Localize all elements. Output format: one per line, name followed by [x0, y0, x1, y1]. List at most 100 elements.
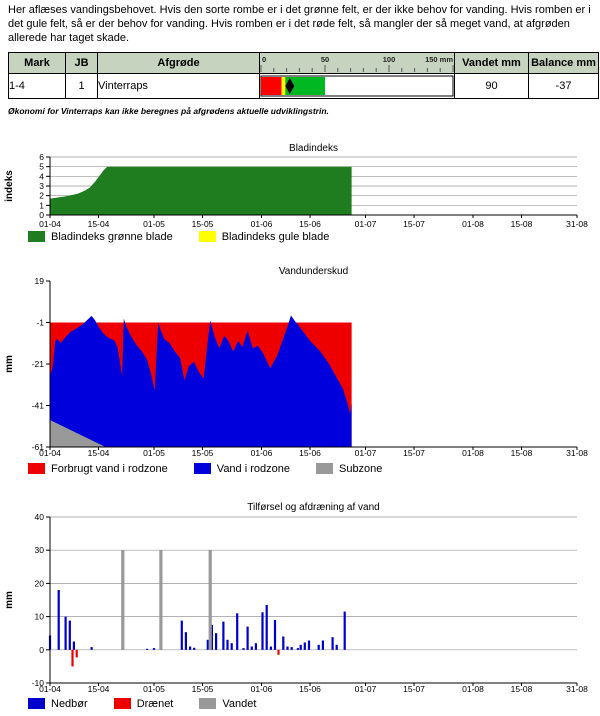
svg-text:-41: -41: [32, 401, 45, 411]
svg-text:30: 30: [35, 545, 45, 555]
svg-text:31-08: 31-08: [566, 448, 588, 458]
svg-text:3: 3: [39, 181, 44, 191]
table-header-row: Mark JB Afgrøde 0 50 100 150 mm Vandet mm B…: [8, 52, 599, 74]
blue-swatch: [193, 463, 211, 474]
svg-text:Vandunderskud: Vandunderskud: [279, 266, 348, 277]
blue-swatch: [28, 698, 45, 709]
legend-label: Drænet: [136, 697, 174, 710]
red-swatch: [113, 698, 131, 709]
svg-text:01-05: 01-05: [143, 219, 165, 229]
legend-item: Nedbør: [28, 698, 88, 710]
svg-text:15-05: 15-05: [192, 448, 214, 458]
svg-text:5: 5: [39, 162, 44, 172]
svg-text:mm: mm: [4, 355, 15, 373]
svg-text:15-04: 15-04: [88, 219, 110, 229]
table-row: 1-4 1 Vinterraps 90 -37: [8, 73, 599, 99]
red-swatch: [28, 463, 45, 474]
svg-text:01-06: 01-06: [251, 219, 273, 229]
svg-text:15-06: 15-06: [299, 219, 321, 229]
svg-text:01-08: 01-08: [462, 684, 484, 694]
svg-text:15-07: 15-07: [403, 684, 425, 694]
col-header-mark: Mark: [8, 52, 66, 74]
col-header-balance: Balance mm: [528, 52, 599, 74]
legend-item: Drænet: [113, 697, 174, 710]
svg-text:01-06: 01-06: [251, 448, 273, 458]
svg-text:19: 19: [35, 276, 45, 286]
gray-swatch: [199, 698, 217, 709]
legend-item: Forbrugt vand i rodzone: [28, 463, 168, 475]
legend-item: Vandet: [199, 698, 256, 710]
legend-item: Vand i rodzone: [193, 463, 290, 475]
svg-text:100: 100: [383, 55, 396, 64]
svg-text:15-07: 15-07: [403, 219, 425, 229]
svg-text:01-05: 01-05: [143, 448, 165, 458]
mm-scale-ruler: 0 50 100 150 mm: [260, 55, 454, 72]
svg-text:0: 0: [39, 210, 44, 220]
svg-text:-1: -1: [36, 318, 44, 328]
water-need-indicator-bar: [260, 75, 454, 97]
svg-text:31-08: 31-08: [566, 684, 588, 694]
svg-text:Tilførsel og afdræning af vand: Tilførsel og afdræning af vand: [247, 502, 379, 513]
svg-text:01-04: 01-04: [39, 684, 61, 694]
chart-tilfoersel: Tilførsel og afdræning af vand mm 40 30 20 10…: [4, 502, 588, 694]
svg-text:01-07: 01-07: [355, 684, 377, 694]
legend-label: Subzone: [338, 462, 383, 475]
cell-mark: 1-4: [8, 73, 66, 99]
svg-text:15-05: 15-05: [192, 684, 214, 694]
legend-label: Bladindeks gule blade: [221, 230, 330, 243]
svg-text:10: 10: [35, 612, 45, 622]
cell-water-indicator: [259, 73, 455, 99]
svg-text:-10: -10: [32, 678, 45, 688]
svg-text:15-06: 15-06: [299, 684, 321, 694]
yellow-swatch: [198, 231, 216, 242]
svg-text:-21: -21: [32, 359, 45, 369]
legend-item: Bladindeks grønne blade: [28, 231, 173, 243]
svg-text:2: 2: [39, 191, 44, 201]
svg-text:0: 0: [39, 645, 44, 655]
legend-item: Subzone: [315, 462, 383, 475]
cell-jb: 1: [65, 73, 98, 99]
col-header-mm-scale: 0 50 100 150 mm: [259, 52, 455, 74]
svg-text:01-06: 01-06: [251, 684, 273, 694]
svg-text:01-08: 01-08: [462, 219, 484, 229]
legend-label: Bladindeks grønne blade: [51, 230, 173, 243]
cell-vandet: 90: [454, 73, 529, 99]
svg-text:01-07: 01-07: [355, 219, 377, 229]
col-header-afgroede: Afgrøde: [97, 52, 260, 74]
svg-text:1: 1: [39, 200, 44, 210]
svg-text:indeks: indeks: [4, 170, 15, 202]
svg-text:15-07: 15-07: [403, 448, 425, 458]
cell-balance: -37: [528, 73, 599, 99]
svg-text:150 mm: 150 mm: [425, 55, 453, 64]
svg-text:15-08: 15-08: [511, 448, 533, 458]
svg-text:Bladindeks: Bladindeks: [289, 143, 338, 154]
green-swatch: [28, 231, 45, 242]
svg-text:01-07: 01-07: [355, 448, 377, 458]
gray-swatch: [315, 463, 333, 474]
svg-text:15-08: 15-08: [511, 684, 533, 694]
irrigation-status-table: Mark JB Afgrøde 0 50 100 150 mm Vandet mm B…: [8, 52, 599, 99]
svg-text:50: 50: [321, 55, 329, 64]
economy-note: Økonomi for Vinterraps kan ikke beregnes…: [8, 106, 329, 116]
svg-text:15-05: 15-05: [192, 219, 214, 229]
svg-text:mm: mm: [4, 591, 15, 609]
svg-text:40: 40: [35, 512, 45, 522]
svg-text:15-08: 15-08: [511, 219, 533, 229]
svg-text:4: 4: [39, 171, 44, 181]
svg-text:-61: -61: [32, 442, 45, 452]
svg-text:15-06: 15-06: [299, 448, 321, 458]
legend-bladindeks: Bladindeks grønne blade Bladindeks gule b…: [28, 230, 329, 243]
legend-label: Nedbør: [51, 697, 88, 710]
svg-text:20: 20: [35, 578, 45, 588]
svg-text:01-05: 01-05: [143, 684, 165, 694]
legend-label: Forbrugt vand i rodzone: [51, 462, 168, 475]
legend-tilfoersel: Nedbør Drænet Vandet: [28, 697, 256, 710]
svg-text:6: 6: [39, 152, 44, 162]
cell-afgroede: Vinterraps: [97, 73, 260, 99]
legend-label: Vandet: [222, 697, 257, 710]
svg-text:0: 0: [262, 55, 266, 64]
intro-text: Her aflæses vandingsbehovet. Hvis den so…: [8, 4, 591, 45]
